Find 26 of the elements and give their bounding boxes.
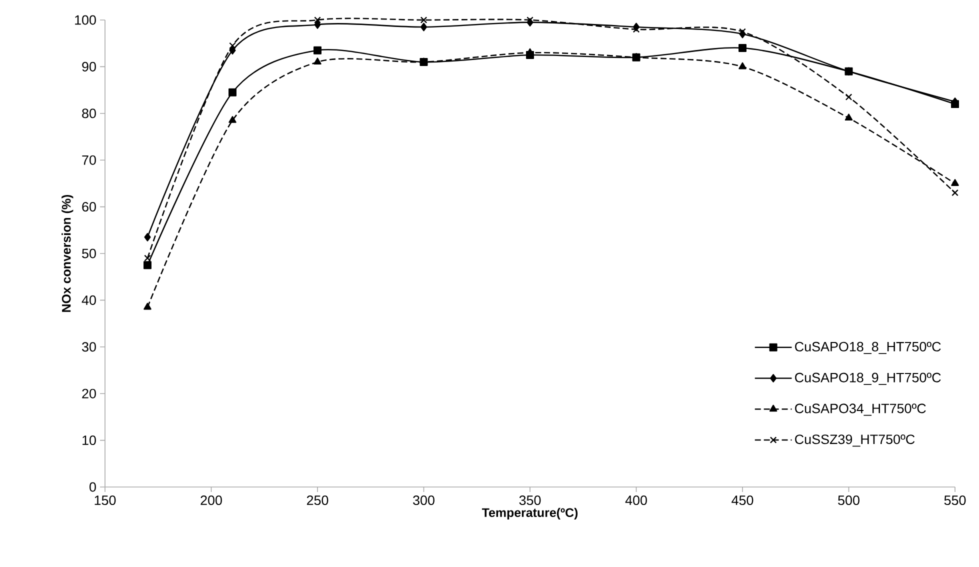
y-tick-label: 70 (82, 155, 96, 165)
legend-label: CuSSZ39_HT750ºC (795, 434, 915, 447)
y-tick-label: 20 (82, 388, 96, 398)
x-tick-label: 150 (94, 496, 116, 506)
y-axis-title: NOx conversion (%) (62, 194, 74, 312)
legend-label: CuSAPO18_8_HT750ºC (795, 342, 941, 354)
y-tick-label: 100 (75, 15, 96, 25)
y-tick-label: 10 (82, 436, 96, 446)
y-tick-label: 40 (82, 295, 96, 305)
y-tick-label: 50 (82, 248, 96, 258)
legend-label: CuSAPO34_HT750ºC (795, 404, 926, 416)
y-tick-label: 90 (82, 62, 96, 72)
x-axis-title: Temperature(ºC) (482, 508, 578, 520)
x-tick-label: 300 (413, 496, 434, 506)
x-tick-label: 250 (306, 496, 328, 506)
x-tick-label: 550 (944, 496, 966, 506)
y-tick-label: 60 (82, 202, 96, 212)
y-tick-label: 0 (90, 482, 96, 492)
x-tick-label: 500 (838, 496, 860, 506)
x-tick-label: 400 (625, 496, 647, 506)
legend-label: CuSAPO18_9_HT750ºC (795, 372, 941, 385)
x-tick-label: 350 (519, 496, 541, 506)
x-tick-label: 450 (732, 496, 754, 506)
y-tick-label: 80 (82, 108, 96, 118)
y-tick-label: 30 (82, 342, 96, 352)
x-tick-label: 200 (200, 496, 222, 506)
